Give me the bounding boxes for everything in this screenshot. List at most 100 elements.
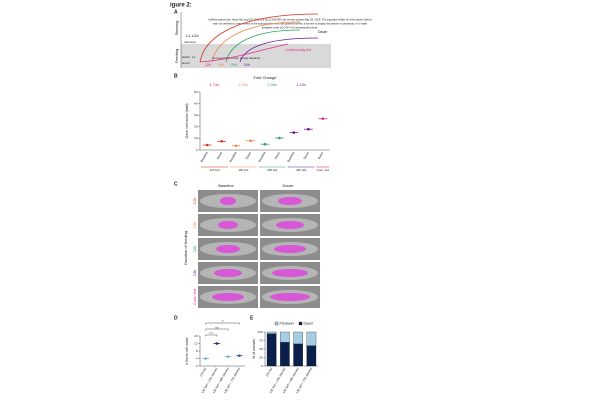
- y-tick-label: 20: [194, 125, 198, 129]
- title: Fold Change: [254, 75, 278, 80]
- label: L1-L2d: [186, 33, 198, 38]
- annotation: ns: [215, 325, 219, 329]
- group-label: 24h fed: [296, 168, 306, 172]
- time-label: 12h: [205, 63, 211, 67]
- bar-segment: [293, 343, 303, 367]
- y-tick-label: 50: [259, 347, 263, 351]
- bar-segment: [266, 331, 277, 334]
- curve: [239, 37, 319, 63]
- bar-segment: [280, 342, 290, 367]
- y-tick-label: 100: [257, 330, 262, 334]
- feeding-label: Feeding: [174, 49, 179, 63]
- row-label: 24h: [192, 270, 197, 277]
- curve: [199, 13, 319, 63]
- annotation: ****: [209, 331, 215, 335]
- fold-change: 2.06x: [267, 82, 277, 87]
- dot: [205, 143, 209, 147]
- fold-change: 2.23x: [238, 82, 248, 87]
- germline: [276, 221, 304, 229]
- legend-swatch: [298, 321, 303, 326]
- label: transition: [184, 40, 197, 44]
- bracket: [205, 334, 218, 337]
- x-tick-label: Dauer: [302, 151, 310, 160]
- group-label: 20h fed: [267, 168, 277, 172]
- dot: [204, 357, 207, 360]
- legend-label: Predauer: [280, 321, 295, 325]
- panel-label: C: [174, 181, 178, 187]
- continuous-label: Continuously fed: [285, 48, 311, 52]
- bar-segment: [306, 345, 317, 367]
- starving-label: Starving: [174, 21, 179, 36]
- label: Removed from food, image baseline: [212, 56, 261, 60]
- germline: [278, 197, 302, 205]
- curve: [225, 29, 301, 63]
- dot: [220, 140, 223, 143]
- y-tick-label: 25: [259, 355, 263, 359]
- row-label: 12h: [192, 198, 197, 205]
- germline: [218, 221, 238, 229]
- x-tick-label: 12h fed: [199, 367, 208, 378]
- curve: [199, 43, 289, 63]
- y-tick-label: 0: [261, 364, 263, 368]
- label: L1: [192, 55, 196, 59]
- x-tick-label: Dauer: [273, 151, 281, 160]
- panel-label: D: [174, 315, 178, 321]
- panel-label: A: [174, 9, 178, 15]
- bracket: [205, 322, 240, 325]
- y-tick-label: 0: [196, 364, 198, 368]
- x-tick-label: Baseline: [257, 151, 266, 163]
- dot: [238, 354, 241, 357]
- y-tick-label: 30: [194, 113, 198, 117]
- row-label: 20h: [192, 246, 197, 253]
- column-label: Baseline: [218, 183, 234, 188]
- bar-segment: [266, 333, 277, 367]
- dot: [307, 127, 310, 131]
- bar-segment: [280, 331, 290, 343]
- x-tick-label: 12h fed: [265, 367, 274, 378]
- germline: [272, 269, 308, 277]
- y-tick-label: 16: [194, 334, 198, 338]
- group-label: 12h fed: [209, 168, 219, 172]
- y-tick-label: 12: [194, 341, 198, 345]
- time-label: 20h: [231, 63, 237, 67]
- x-tick-label: Baseline: [200, 151, 209, 163]
- y-tick-label: 0: [196, 148, 198, 152]
- dot: [278, 136, 281, 140]
- time-label: 16h: [218, 63, 224, 67]
- panel-label: B: [174, 73, 178, 79]
- x-tick-label: Dauer: [245, 151, 253, 160]
- notice: bioRxiv preprint doi: https://doi.org/10…: [208, 18, 372, 22]
- y-label: % of animals: [252, 339, 256, 359]
- y-label: # Germ cell nuclei: [185, 337, 189, 365]
- label: Hatch: [182, 55, 190, 59]
- germline: [212, 293, 244, 301]
- time-label: 24h: [244, 63, 250, 67]
- annotation: **: [221, 319, 224, 323]
- row-label: Cont. fed: [192, 289, 197, 305]
- dot: [263, 142, 267, 146]
- dot: [234, 144, 238, 148]
- germline: [274, 245, 306, 253]
- germline: [270, 293, 310, 301]
- bracket: [205, 328, 229, 331]
- figure-label: igure 2:: [170, 3, 192, 9]
- fold-change: 1.19x: [296, 82, 306, 87]
- panel-label: E: [250, 315, 254, 321]
- y-label: Germ cell nuclei (total): [185, 103, 189, 138]
- label: arrest: [182, 61, 190, 65]
- group-label: Cont. fed: [317, 168, 330, 172]
- bar-segment: [306, 331, 317, 346]
- c-axis-label: Duration of feeding: [183, 231, 188, 265]
- row-label: 16h: [192, 222, 197, 229]
- legend-swatch: [274, 321, 279, 326]
- x-tick-label: Baseline: [228, 151, 237, 163]
- dot: [292, 131, 296, 134]
- group-label: 16h fed: [238, 168, 248, 172]
- x-tick-label: Baseline: [286, 151, 295, 163]
- dot: [321, 117, 325, 120]
- y-tick-label: 4: [196, 356, 198, 360]
- germline: [214, 269, 242, 277]
- y-tick-label: 75: [259, 338, 263, 342]
- y-tick-label: 40: [194, 101, 198, 105]
